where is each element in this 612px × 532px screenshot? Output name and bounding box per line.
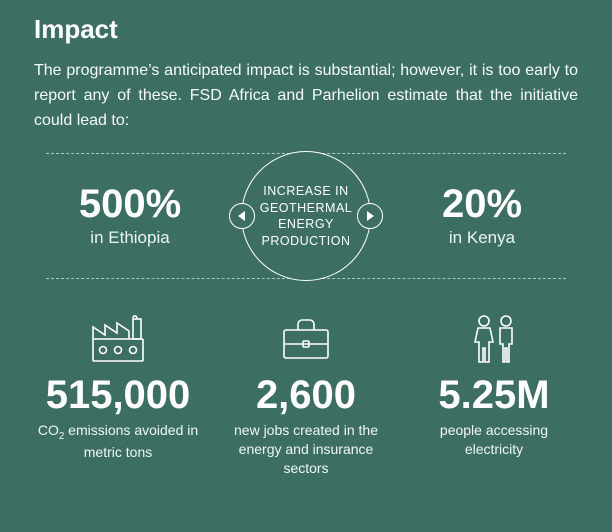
stat-co2: 515,000 CO2 emissions avoided in metric … [34,309,202,478]
stats-row: 515,000 CO2 emissions avoided in metric … [34,309,578,478]
factory-icon [34,309,202,369]
hero-right-value: 20% [442,184,522,224]
hero-infographic: 500% in Ethiopia 20% in Kenya INCREASE I… [46,153,566,279]
page-title: Impact [34,14,578,45]
stat-electricity: 5.25M people accessing electricity [410,309,578,478]
hero-right-location: in Kenya [449,228,515,248]
hero-center-circle: INCREASE IN GEOTHERMAL ENERGY PRODUCTION [241,151,371,281]
briefcase-icon [222,309,390,369]
hero-center-label: INCREASE IN GEOTHERMAL ENERGY PRODUCTION [252,183,360,251]
hero-left: 500% in Ethiopia [46,153,254,279]
stat-co2-value: 515,000 [34,375,202,415]
stat-electricity-value: 5.25M [410,375,578,415]
hero-left-value: 500% [79,184,181,224]
intro-paragraph: The programme’s anticipated impact is su… [34,59,578,133]
arrow-right-icon [357,203,383,229]
stat-electricity-label: people accessing electricity [410,421,578,459]
stat-co2-label: CO2 emissions avoided in metric tons [34,421,202,462]
stat-jobs-label: new jobs created in the energy and insur… [222,421,390,478]
people-icon [410,309,578,369]
hero-left-location: in Ethiopia [90,228,169,248]
stat-jobs: 2,600 new jobs created in the energy and… [222,309,390,478]
stat-jobs-value: 2,600 [222,375,390,415]
arrow-left-icon [229,203,255,229]
hero-right: 20% in Kenya [358,153,566,279]
